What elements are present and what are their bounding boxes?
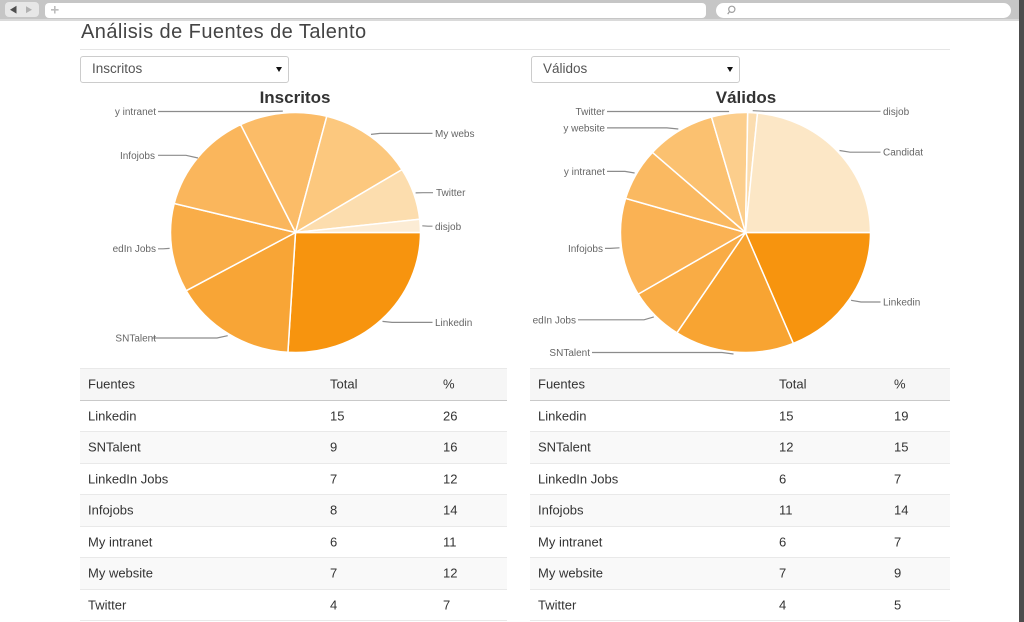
- svg-text:y intranet: y intranet: [564, 167, 605, 178]
- svg-text:disjob: disjob: [435, 222, 462, 233]
- svg-text:Twitter: Twitter: [436, 188, 466, 199]
- svg-text:My webs: My webs: [435, 129, 474, 140]
- svg-text:Linkedin: Linkedin: [435, 318, 472, 329]
- svg-text:edIn Jobs: edIn Jobs: [113, 244, 156, 255]
- svg-text:disjob: disjob: [883, 107, 910, 118]
- svg-text:y intranet: y intranet: [115, 107, 156, 118]
- svg-text:y website: y website: [563, 124, 605, 135]
- svg-text:Candidat: Candidat: [883, 148, 923, 159]
- svg-text:Infojobs: Infojobs: [568, 244, 603, 255]
- svg-text:edIn Jobs: edIn Jobs: [533, 316, 576, 327]
- svg-text:Infojobs: Infojobs: [120, 151, 155, 162]
- svg-text:Twitter: Twitter: [576, 107, 606, 118]
- svg-text:SNTalent: SNTalent: [549, 348, 590, 359]
- svg-text:SNTalent: SNTalent: [115, 334, 156, 345]
- svg-text:Linkedin: Linkedin: [883, 298, 920, 309]
